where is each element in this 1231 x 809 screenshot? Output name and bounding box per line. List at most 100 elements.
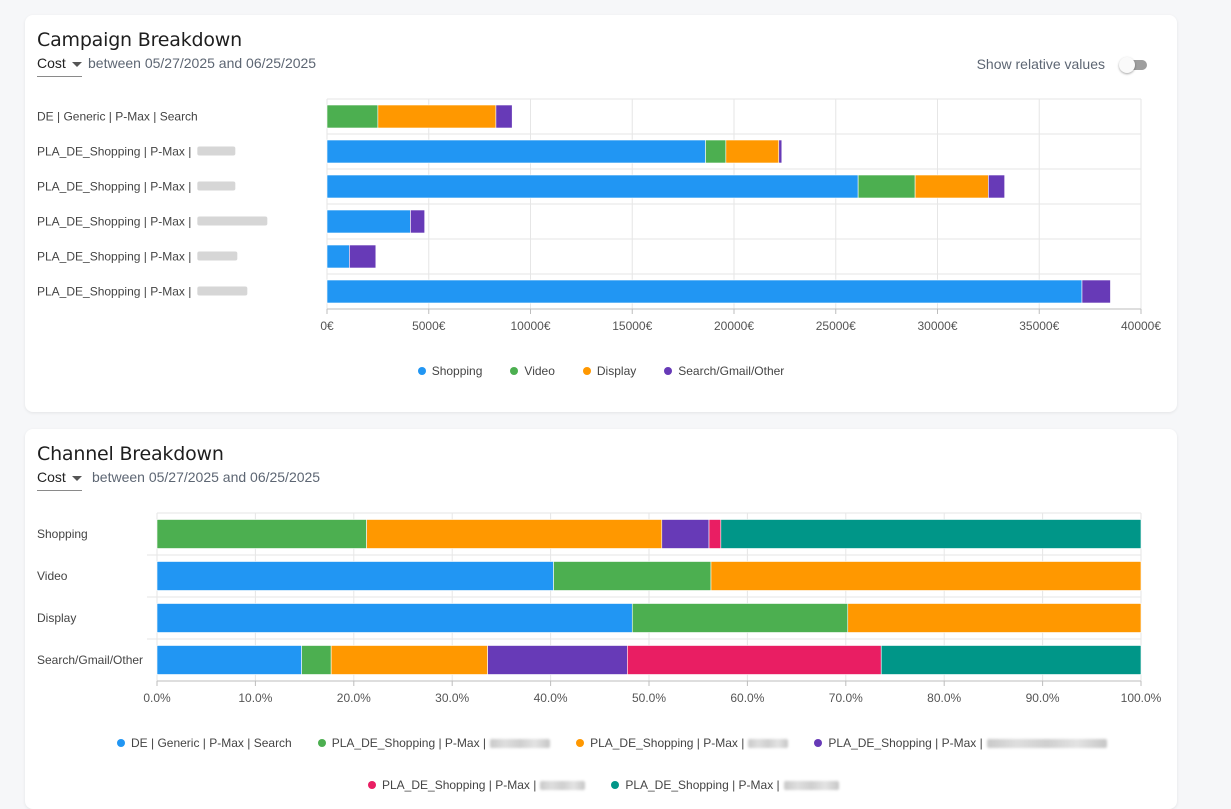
- metric-select-value: Cost: [37, 55, 66, 71]
- bar-segment[interactable]: [880, 645, 1142, 675]
- y-category-label: Shopping: [37, 527, 88, 541]
- x-tick-label: 40000€: [1121, 319, 1161, 333]
- y-category-label: PLA_DE_Shopping | P-Max |: [37, 145, 191, 159]
- legend-item[interactable]: PLA_DE_Shopping | P-Max |: [611, 778, 839, 792]
- campaign-breakdown-card: Campaign Breakdown Cost between 05/27/20…: [25, 15, 1177, 412]
- redacted-text: [197, 286, 248, 296]
- bar-segment[interactable]: [778, 139, 783, 164]
- legend-dot-icon: [368, 781, 376, 789]
- relative-values-control: Show relative values: [976, 56, 1147, 73]
- bar-segment[interactable]: [631, 603, 849, 633]
- redacted-text: [986, 738, 1107, 748]
- legend-label: Display: [596, 364, 637, 378]
- metric-select[interactable]: Cost: [37, 469, 82, 491]
- channel-breakdown-card: Channel Breakdown Cost between 05/27/202…: [25, 429, 1177, 809]
- bar-segment[interactable]: [301, 645, 332, 675]
- legend-label: DE | Generic | P-Max | Search: [131, 736, 292, 750]
- y-category-label: PLA_DE_Shopping | P-Max |: [37, 285, 191, 299]
- x-tick-label: 100.0%: [1121, 691, 1162, 705]
- bar-segment[interactable]: [710, 561, 1142, 591]
- bar-segment[interactable]: [487, 645, 628, 675]
- x-tick-label: 30.0%: [435, 691, 469, 705]
- legend-item[interactable]: DE | Generic | P-Max | Search: [117, 736, 292, 750]
- bar-segment[interactable]: [326, 209, 411, 234]
- redacted-text: [197, 146, 236, 156]
- bar-segment[interactable]: [725, 139, 780, 164]
- bar-segment[interactable]: [156, 561, 554, 591]
- bar-segment[interactable]: [495, 104, 513, 129]
- bar-segment[interactable]: [661, 519, 710, 549]
- y-category-label: PLA_DE_Shopping | P-Max |: [37, 180, 191, 194]
- bar-segment[interactable]: [1081, 279, 1111, 304]
- y-category-label: PLA_DE_Shopping | P-Max |: [37, 215, 191, 229]
- card-title: Channel Breakdown: [37, 443, 224, 465]
- legend-dot-icon: [576, 739, 585, 747]
- bar-segment[interactable]: [720, 519, 1142, 549]
- bar-segment[interactable]: [914, 174, 989, 199]
- legend-label: Video: [524, 364, 555, 378]
- bar-segment[interactable]: [857, 174, 916, 199]
- bar-segment[interactable]: [988, 174, 1005, 199]
- x-tick-label: 50.0%: [632, 691, 666, 705]
- legend-dot-icon: [814, 739, 823, 747]
- bar-segment[interactable]: [705, 139, 727, 164]
- y-category-label: Search/Gmail/Other: [37, 653, 143, 667]
- legend-item[interactable]: PLA_DE_Shopping | P-Max |: [368, 778, 586, 792]
- metric-select[interactable]: Cost: [37, 55, 82, 77]
- x-tick-label: 20000€: [714, 319, 754, 333]
- redacted-text: [490, 738, 551, 748]
- redacted-text: [197, 181, 236, 191]
- bar-segment[interactable]: [326, 244, 350, 269]
- bar-segment[interactable]: [377, 104, 497, 129]
- bar-segment[interactable]: [326, 104, 379, 129]
- x-tick-label: 10.0%: [238, 691, 272, 705]
- bar-segment[interactable]: [349, 244, 377, 269]
- legend-item[interactable]: PLA_DE_Shopping | P-Max |: [317, 736, 551, 750]
- legend-label: PLA_DE_Shopping | P-Max |: [331, 736, 487, 750]
- legend-dot-icon: [664, 367, 673, 375]
- legend-dot-icon: [582, 367, 591, 375]
- bar-segment[interactable]: [156, 603, 633, 633]
- toggle-label: Show relative values: [976, 56, 1105, 72]
- bar-segment[interactable]: [156, 645, 302, 675]
- relative-values-toggle[interactable]: [1119, 57, 1147, 73]
- toggle-track: [1127, 60, 1147, 70]
- x-tick-label: 15000€: [612, 319, 652, 333]
- bar-segment[interactable]: [156, 519, 367, 549]
- legend-item[interactable]: Shopping: [417, 364, 483, 378]
- bar-segment[interactable]: [330, 645, 488, 675]
- bar-segment[interactable]: [326, 174, 859, 199]
- campaign-chart-legend: Shopping Video Display Search/Gmail/Other: [25, 364, 1177, 378]
- y-category-label: PLA_DE_Shopping | P-Max |: [37, 250, 191, 264]
- legend-label: Shopping: [431, 364, 483, 378]
- legend-item[interactable]: PLA_DE_Shopping | P-Max |: [814, 736, 1107, 750]
- bar-segment[interactable]: [627, 645, 882, 675]
- legend-dot-icon: [611, 781, 620, 789]
- bar-segment[interactable]: [553, 561, 712, 591]
- legend-item[interactable]: PLA_DE_Shopping | P-Max |: [576, 736, 789, 750]
- legend-label: Search/Gmail/Other: [678, 364, 785, 378]
- bar-segment[interactable]: [847, 603, 1142, 633]
- bar-segment[interactable]: [326, 139, 706, 164]
- legend-dot-icon: [117, 739, 125, 747]
- card-title: Campaign Breakdown: [37, 29, 242, 51]
- legend-label: PLA_DE_Shopping | P-Max |: [590, 736, 745, 750]
- x-tick-label: 5000€: [412, 319, 446, 333]
- bar-segment[interactable]: [366, 519, 663, 549]
- bar-segment[interactable]: [410, 209, 425, 234]
- x-tick-label: 80.0%: [927, 691, 961, 705]
- bar-segment[interactable]: [708, 519, 722, 549]
- x-tick-label: 40.0%: [534, 691, 568, 705]
- legend-item[interactable]: Search/Gmail/Other: [664, 364, 784, 378]
- bar-segment[interactable]: [326, 279, 1083, 304]
- redacted-text: [783, 780, 839, 790]
- x-tick-label: 0€: [320, 319, 334, 333]
- chevron-down-icon: [71, 61, 82, 67]
- legend-label: PLA_DE_Shopping | P-Max |: [625, 778, 780, 792]
- x-tick-label: 35000€: [1019, 319, 1059, 333]
- legend-item[interactable]: Display: [582, 364, 637, 378]
- legend-item[interactable]: Video: [510, 364, 555, 378]
- chevron-down-icon: [71, 475, 82, 481]
- metric-select-value: Cost: [37, 469, 66, 485]
- date-range-text: between 05/27/2025 and 06/25/2025: [88, 55, 317, 71]
